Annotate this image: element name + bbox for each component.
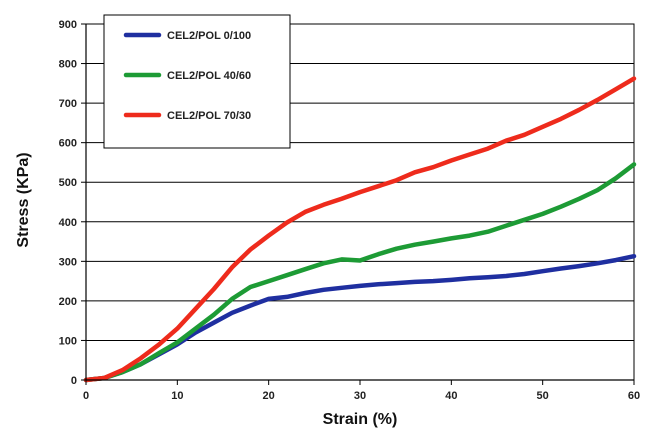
y-axis-title: Stress (KPa) bbox=[15, 152, 32, 247]
y-tick-label: 200 bbox=[59, 296, 77, 308]
y-tick-label: 300 bbox=[59, 256, 77, 268]
x-tick-label: 0 bbox=[83, 390, 89, 402]
y-tick-label: 900 bbox=[59, 19, 77, 31]
y-tick-label: 800 bbox=[59, 59, 77, 71]
x-tick-label: 50 bbox=[537, 390, 549, 402]
x-tick-label: 10 bbox=[171, 390, 183, 402]
y-tick-label: 500 bbox=[59, 177, 77, 189]
x-axis-title: Strain (%) bbox=[323, 411, 398, 428]
series-line-1 bbox=[83, 253, 637, 383]
y-tick-label: 600 bbox=[59, 138, 77, 150]
y-tick-label: 400 bbox=[59, 217, 77, 229]
legend-label: CEL2/POL 70/30 bbox=[167, 110, 251, 122]
y-tick-labels: 0 100 200 300 400 500 600 700 800 900 bbox=[59, 19, 77, 387]
legend-label: CEL2/POL 0/100 bbox=[167, 30, 251, 42]
series-line-2 bbox=[83, 162, 637, 383]
series-layer bbox=[83, 76, 637, 383]
y-tick-label: 100 bbox=[59, 335, 77, 347]
x-tick-label: 30 bbox=[354, 390, 366, 402]
x-tick-labels: 0 10 20 30 40 50 60 bbox=[83, 390, 640, 402]
legend: CEL2/POL 0/100 CEL2/POL 40/60 CEL2/POL 70/… bbox=[103, 14, 291, 149]
x-tick-label: 60 bbox=[628, 390, 640, 402]
axes bbox=[81, 23, 635, 385]
series-line-3 bbox=[83, 76, 637, 383]
y-tick-label: 0 bbox=[71, 375, 77, 387]
x-tick-label: 40 bbox=[445, 390, 457, 402]
legend-label: CEL2/POL 40/60 bbox=[167, 70, 251, 82]
x-tick-label: 20 bbox=[263, 390, 275, 402]
y-tick-label: 700 bbox=[59, 98, 77, 110]
